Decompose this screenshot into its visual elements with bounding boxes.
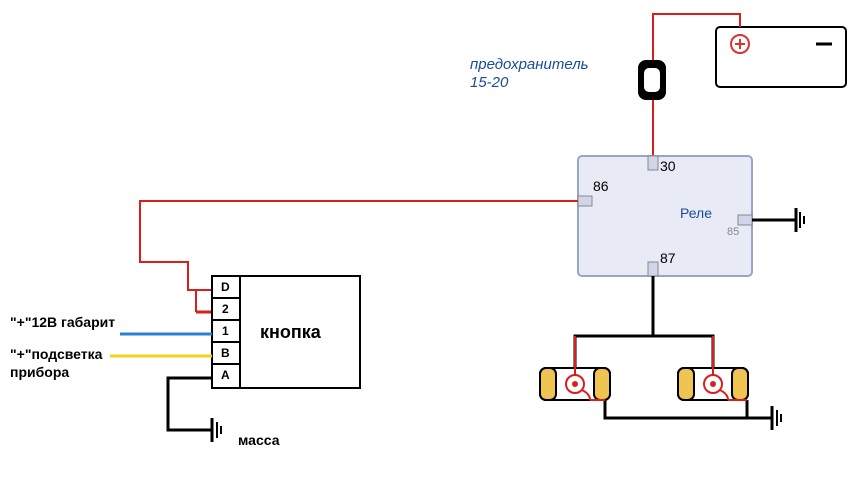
lamp-icon-1 (540, 358, 610, 400)
lamp-icon-2 (678, 358, 748, 400)
pin1-label: 1 (222, 324, 229, 338)
ground-icon-lamps (772, 406, 781, 430)
podsvetka-label-2: прибора (10, 364, 69, 380)
pinA-label: A (221, 368, 230, 382)
battery-icon (716, 27, 846, 87)
podsvetka-label-1: "+"подсветка (10, 346, 102, 362)
pin30-label: 30 (660, 158, 676, 174)
pinB-label: B (221, 346, 230, 360)
wire-buttonA-ground (168, 378, 212, 430)
pin85-label: 85 (727, 226, 739, 238)
wire-lamps-ground (605, 400, 772, 418)
wiring-diagram (0, 0, 857, 503)
gabarit-label: "+"12В габарит (10, 314, 115, 330)
button-label: кнопка (260, 322, 321, 343)
massa-label: масса (238, 432, 280, 448)
pinD-label: D (221, 280, 230, 294)
ground-icon-button (212, 418, 221, 442)
pin86-label: 86 (593, 178, 609, 194)
pin87-label: 87 (660, 250, 676, 266)
relay-label: Реле (680, 205, 712, 221)
fuse-label-2: 15-20 (470, 74, 508, 91)
pin2-label: 2 (222, 302, 229, 316)
fuse-icon (638, 60, 666, 100)
fuse-label-1: предохранитель (470, 56, 589, 73)
wire-relay87-lamps (575, 276, 713, 368)
wire-battery-fuse (653, 14, 740, 60)
